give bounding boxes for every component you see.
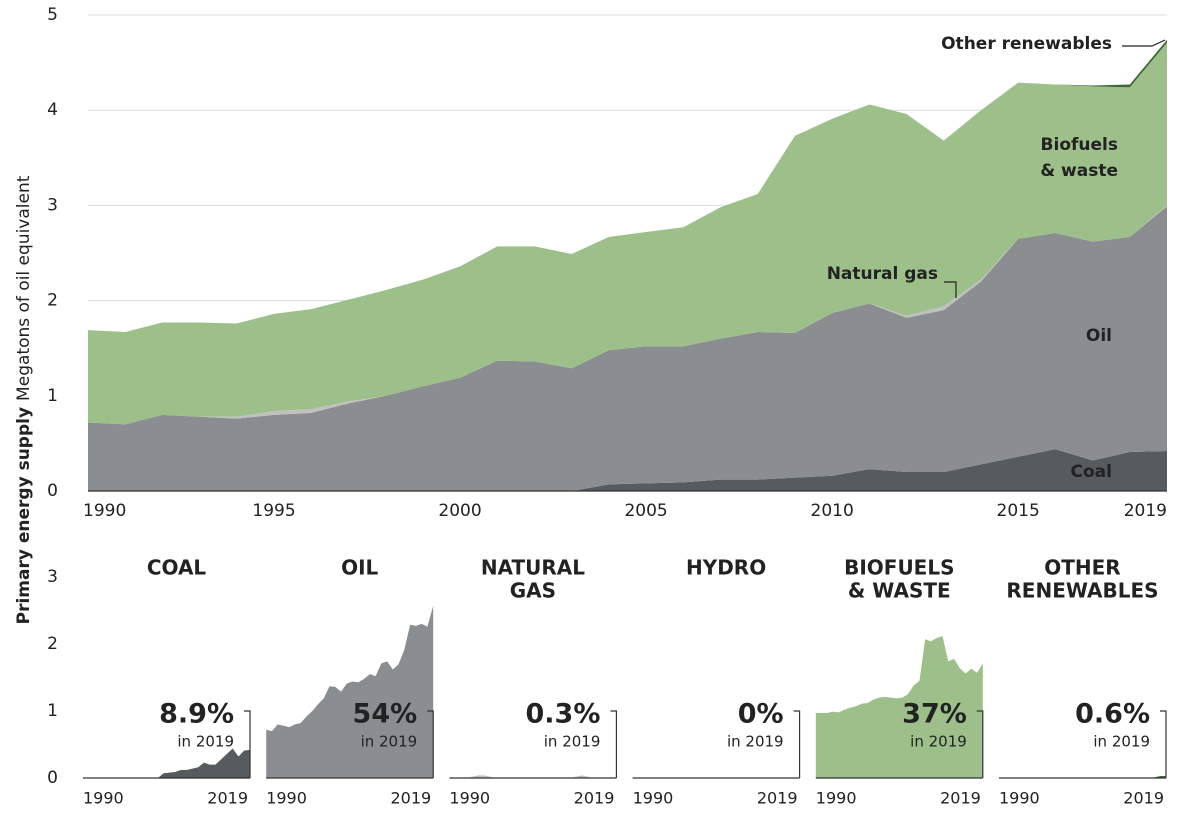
panel-x-tick-label: 1990 [449,789,490,808]
panel-x-tick-label: 1990 [266,789,307,808]
panel-y-tick-label: 2 [47,634,58,654]
panel-share-note: in 2019 [361,733,418,751]
panel-bracket [976,710,984,778]
leader-line [944,281,957,298]
y-tick-label: 0 [47,481,58,501]
panel-title: HYDRO [686,556,766,580]
panel-area [449,775,617,778]
panel-area [266,605,434,778]
panel-title: NATURAL [481,556,585,580]
panel-share: 37% [902,699,967,730]
x-tick-label: 1995 [252,501,295,521]
panel-x-tick-label: 1990 [83,789,124,808]
panel-title: OIL [341,556,378,580]
y-axis-title: Primary energy supply Megatons of oil equ… [14,175,34,624]
series-annotation: & waste [1040,161,1118,181]
panel-x-tick-label: 2019 [574,789,615,808]
y-tick-label: 1 [47,386,58,406]
panel-y-tick-label: 0 [47,768,58,788]
panel-title: BIOFUELS [844,556,954,580]
panel-bracket [244,710,251,778]
area [88,42,1167,425]
x-tick-label: 2005 [624,501,667,521]
panel-bracket [427,710,434,778]
area [88,206,1167,492]
panel-area [83,748,250,778]
panel-share-note: in 2019 [177,733,234,751]
y-axis-title-unit: Megatons of oil equivalent [14,175,34,401]
panel-share: 0.6% [1075,699,1150,730]
panel-title: RENEWABLES [1006,579,1158,603]
panel-share-note: in 2019 [1093,733,1150,751]
leader-line [1122,39,1166,47]
panel-title: COAL [147,556,207,580]
panel-share: 0.3% [526,699,601,730]
panel-bracket [793,710,801,778]
series-annotation: Other renewables [941,34,1112,54]
panel-x-tick-label: 2019 [940,789,981,808]
panel-y-tick-label: 3 [47,567,58,587]
panel-bracket [1160,710,1167,778]
panel-x-tick-label: 1990 [633,789,674,808]
panel-share-note: in 2019 [910,733,967,751]
x-tick-label: 2015 [997,501,1040,521]
area [88,449,1167,491]
panel-area [815,635,983,778]
panel-x-tick-label: 2019 [390,789,431,808]
panel-share: 54% [353,699,418,730]
panel-x-tick-label: 2019 [1123,789,1164,808]
panel-x-tick-label: 2019 [757,789,798,808]
y-tick-label: 4 [47,100,58,120]
panel-share-note: in 2019 [544,733,601,751]
panel-share-note: in 2019 [727,733,784,751]
panel-share: 8.9% [159,699,234,730]
panel-bracket [610,710,617,778]
panel-x-tick-label: 2019 [207,789,248,808]
x-tick-label: 1990 [83,501,126,521]
panel-title: & WASTE [848,579,951,603]
panel-title: OTHER [1044,556,1120,580]
x-tick-label: 2000 [438,501,481,521]
panel-share: 0% [738,699,784,730]
panel-x-tick-label: 1990 [999,789,1040,808]
y-tick-label: 5 [47,5,58,25]
panel-x-tick-label: 1990 [816,789,857,808]
series-annotation: Biofuels [1041,135,1118,155]
series-annotation: Oil [1086,326,1112,346]
y-tick-label: 2 [47,291,58,311]
y-axis-title-bold: Primary energy supply [14,407,34,624]
panel-y-tick-label: 1 [47,701,58,721]
series-annotation: Natural gas [827,264,938,284]
panel-title: GAS [510,579,556,603]
y-tick-label: 3 [47,195,58,215]
x-tick-label: 2019 [1124,501,1167,521]
series-annotation: Coal [1071,462,1112,482]
x-tick-label: 2010 [811,501,854,521]
